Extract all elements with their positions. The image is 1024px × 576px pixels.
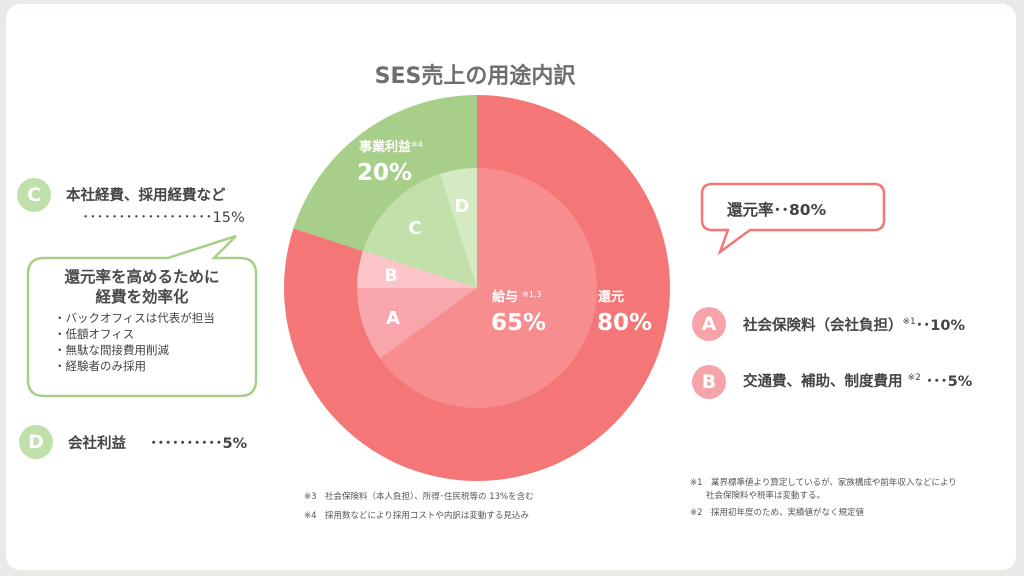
outer-label-jigyo: 事業利益※4 <box>359 139 423 155</box>
kanmoto-bubble-text: 還元率･･80% <box>727 201 827 219</box>
bullet-item: ・低額オフィス <box>54 327 135 341</box>
outer-value-kanmoto: 80% <box>597 310 652 336</box>
bubble-title-line2: 経費を効率化 <box>95 288 189 306</box>
b-label: 交通費、補助、制度費用 ※2 ･･･5% <box>743 373 973 390</box>
d-label: 会社利益 <box>68 436 126 452</box>
efficiency-bubble-shape <box>26 234 258 398</box>
d-value: ･･････････5% <box>150 436 248 452</box>
inner-slice-C <box>362 173 477 288</box>
footnote-1b: 社会保険料や税率は変動する。 <box>706 491 826 501</box>
badge-d: D <box>19 425 53 459</box>
bubble-title-line1: 還元率を高めるために <box>64 268 220 286</box>
inner-label-A: A <box>386 308 400 329</box>
inner-label-B: B <box>385 266 398 286</box>
inner-slice-kyuyo <box>379 168 598 408</box>
inner-slice-B <box>357 250 477 288</box>
a-label: 社会保険料（会社負担）※1･･10% <box>743 317 965 334</box>
inner-slice-D <box>439 168 477 288</box>
inner-label-kyuyo: 給与 ※1,3 <box>492 289 541 305</box>
footnote-4: ※4 採用数などにより採用コストや内訳は変動する見込み <box>304 511 529 521</box>
bubble-bullets: ・バックオフィスは代表が担当 ・低額オフィス ・無駄な間接費用削減 ・経験者のみ… <box>54 310 252 374</box>
c-label: 本社経費、採用経費など <box>66 188 226 204</box>
inner-label-D: D <box>455 196 470 217</box>
footnote-2: ※2 採用初年度のため、実績値がなく規定値 <box>690 508 865 518</box>
inner-ring <box>357 168 598 408</box>
badge-b: B <box>692 365 726 399</box>
footnote-1a: ※1 業界標準値より算定しているが、家族構成や前年収入などにより <box>690 478 957 488</box>
badge-a: A <box>692 307 726 341</box>
footnote-3: ※3 社会保険料（本人負担）、所得･住民税等の 13%を含む <box>304 492 534 502</box>
bullet-item: ・無駄な間接費用削減 <box>54 343 169 357</box>
inner-value-kyuyo: 65% <box>491 310 546 336</box>
inner-label-C: C <box>408 218 421 239</box>
badge-c: C <box>17 178 51 212</box>
c-value: ･･････････････････15% <box>82 210 245 226</box>
bullet-item: ・バックオフィスは代表が担当 <box>54 311 215 325</box>
outer-value-jigyo: 20% <box>357 160 412 186</box>
outer-label-kanmoto: 還元 <box>598 289 624 305</box>
efficiency-bubble: 還元率を高めるために 経費を効率化 ・バックオフィスは代表が担当 ・低額オフィス… <box>32 267 252 374</box>
chart-title: SES売上の用途内訳 <box>374 64 576 89</box>
donut-chart: 事業利益※4 20% 還元 80% 給与 ※1,3 65% A B C D <box>284 95 671 481</box>
inner-slice-A <box>357 288 477 359</box>
bullet-item: ・経験者のみ採用 <box>54 359 146 373</box>
kanmoto-bubble-shape <box>700 182 886 256</box>
